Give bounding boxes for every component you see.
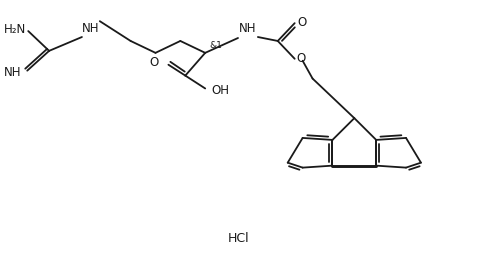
Text: NH: NH xyxy=(239,22,257,35)
Text: NH: NH xyxy=(82,22,99,35)
Text: H₂N: H₂N xyxy=(4,23,27,36)
Text: O: O xyxy=(149,56,159,69)
Text: O: O xyxy=(297,52,306,65)
Text: NH: NH xyxy=(4,66,22,79)
Text: O: O xyxy=(298,16,307,29)
Text: HCl: HCl xyxy=(228,232,250,245)
Text: OH: OH xyxy=(211,84,229,97)
Text: &1: &1 xyxy=(209,41,222,50)
